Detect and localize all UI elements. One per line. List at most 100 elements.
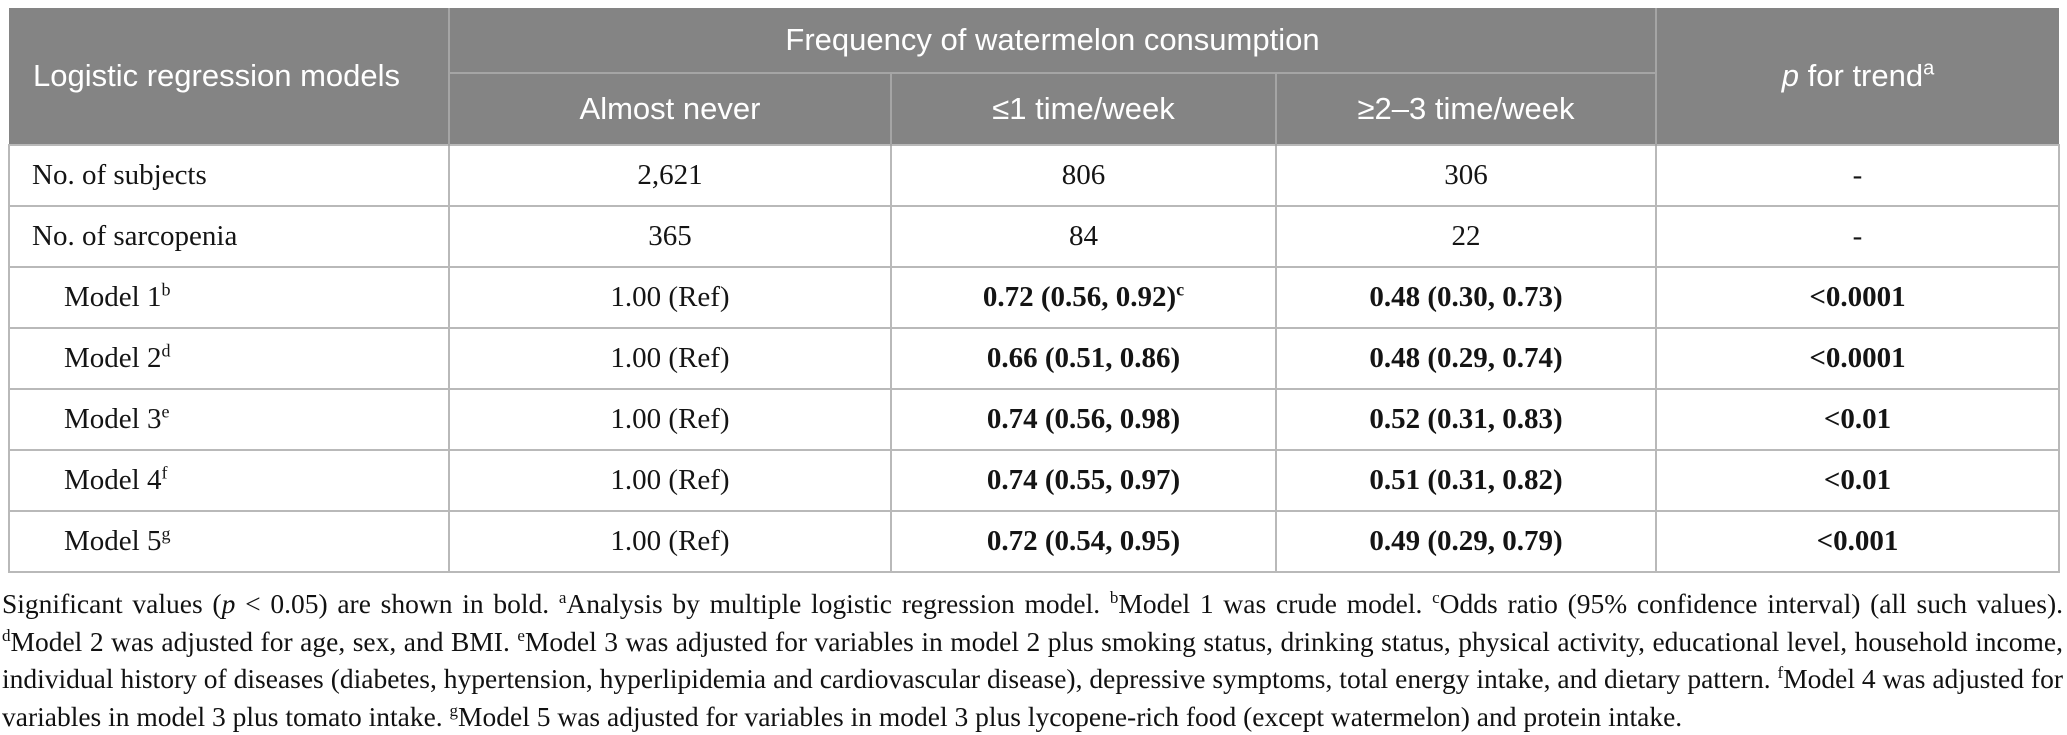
cell-subjects-almost-never: 2,621 <box>448 144 892 207</box>
cell-sarcopenia-almost-never: 365 <box>448 205 892 268</box>
header-almost-never: Almost never <box>449 73 892 145</box>
cell-model5-ge23: 0.49 (0.29, 0.79) <box>1274 510 1658 573</box>
cell-model2-le1: 0.66 (0.51, 0.86) <box>890 327 1277 390</box>
cell-model4-ptrend: <0.01 <box>1655 449 2061 512</box>
header-frequency-group: Frequency of watermelon consumption <box>449 8 1658 74</box>
table-row-model-1: Model 1b 1.00 (Ref) 0.72 (0.56, 0.92)c 0… <box>8 266 2061 329</box>
header-ge2-3-time-week-label: ≥2–3 time/week <box>1357 91 1575 126</box>
table-row-no-of-sarcopenia: No. of sarcopenia 365 84 22 - <box>8 205 2061 268</box>
table-row-model-4: Model 4f 1.00 (Ref) 0.74 (0.55, 0.97) 0.… <box>8 449 2061 512</box>
header-frequency-label: Frequency of watermelon consumption <box>785 22 1320 57</box>
row-label-model-2: Model 2d <box>8 327 450 390</box>
p-italic: p <box>1781 58 1800 93</box>
row-label-superscript: g <box>161 523 171 544</box>
row-label-no-of-subjects: No. of subjects <box>8 144 450 207</box>
row-label-model-3: Model 3e <box>8 388 450 451</box>
p-trend-label: for trend <box>1799 58 1924 93</box>
header-p-for-trend: p for trenda <box>1656 8 2060 145</box>
row-label-superscript: b <box>161 279 171 300</box>
cell-value: 1.00 (Ref) <box>610 464 730 496</box>
cell-model3-ptrend: <0.01 <box>1655 388 2061 451</box>
cell-model2-ge23: 0.48 (0.29, 0.74) <box>1274 327 1658 390</box>
table-row-model-5: Model 5g 1.00 (Ref) 0.72 (0.54, 0.95) 0.… <box>8 510 2061 573</box>
table-row-no-of-subjects: No. of subjects 2,621 806 306 - <box>8 144 2061 207</box>
p-trend-superscript: a <box>1923 57 1935 80</box>
cell-value: - <box>1852 159 1863 191</box>
cell-sarcopenia-ptrend: - <box>1655 205 2061 268</box>
cell-model5-le1: 0.72 (0.54, 0.95) <box>890 510 1277 573</box>
row-label-model-1: Model 1b <box>8 266 450 329</box>
footnote-superscript-a: a <box>558 587 567 607</box>
footnote-text: Significant values ( <box>2 588 222 619</box>
footnote-superscript-b: b <box>1109 587 1119 607</box>
cell-model1-almost-never: 1.00 (Ref) <box>448 266 892 329</box>
footnote-superscript-e: e <box>517 625 525 645</box>
cell-model3-ge23: 0.52 (0.31, 0.83) <box>1274 388 1658 451</box>
cell-subjects-le1: 806 <box>890 144 1277 207</box>
cell-value: 0.49 (0.29, 0.79) <box>1369 525 1563 557</box>
cell-value: <0.01 <box>1823 464 1892 496</box>
header-ge2-3-time-week: ≥2–3 time/week <box>1276 73 1658 145</box>
cell-model1-ge23: 0.48 (0.30, 0.73) <box>1274 266 1658 329</box>
cell-value: 806 <box>1061 159 1106 191</box>
cell-value: 0.48 (0.29, 0.74) <box>1369 342 1563 374</box>
cell-value: 0.72 (0.56, 0.92) <box>982 281 1177 313</box>
cell-model1-le1: 0.72 (0.56, 0.92)c <box>890 266 1277 329</box>
cell-superscript: c <box>1176 279 1185 300</box>
regression-table: Logistic regression models Frequency of … <box>8 8 2061 573</box>
cell-model5-ptrend: <0.001 <box>1655 510 2061 573</box>
table-header: Logistic regression models Frequency of … <box>9 8 2060 145</box>
footnote-text: < 0.05) are shown in bold. <box>235 588 559 619</box>
cell-value: <0.001 <box>1816 525 1899 557</box>
footnote: Significant values (p < 0.05) are shown … <box>2 585 2063 735</box>
footnote-italic-p: p <box>221 588 236 619</box>
cell-value: - <box>1852 220 1863 252</box>
footnote-text: Analysis by multiple logistic regression… <box>566 588 1110 619</box>
cell-value: 0.74 (0.56, 0.98) <box>986 403 1181 435</box>
table-row-model-3: Model 3e 1.00 (Ref) 0.74 (0.56, 0.98) 0.… <box>8 388 2061 451</box>
cell-model4-ge23: 0.51 (0.31, 0.82) <box>1274 449 1658 512</box>
header-almost-never-label: Almost never <box>579 91 761 126</box>
cell-subjects-ge23: 306 <box>1274 144 1658 207</box>
row-label-text: Model 1 <box>64 281 162 313</box>
row-label-text: No. of subjects <box>32 159 207 191</box>
row-label-superscript: e <box>161 401 170 422</box>
cell-value: 365 <box>648 220 692 252</box>
cell-model4-almost-never: 1.00 (Ref) <box>448 449 892 512</box>
cell-model3-almost-never: 1.00 (Ref) <box>448 388 892 451</box>
cell-value: 0.74 (0.55, 0.97) <box>986 464 1181 496</box>
footnote-text: Model 5 was adjusted for variables in mo… <box>458 700 1683 732</box>
row-label-text: No. of sarcopenia <box>32 220 238 252</box>
footnote-text: Model 4 was adjusted for variables in mo… <box>2 663 2063 732</box>
cell-value: 1.00 (Ref) <box>610 525 730 557</box>
cell-value: 0.72 (0.54, 0.95) <box>986 525 1181 557</box>
header-logistic-regression-models: Logistic regression models <box>9 8 450 145</box>
cell-value: <0.0001 <box>1809 342 1906 374</box>
cell-value: <0.01 <box>1823 403 1892 435</box>
row-label-text: Model 4 <box>64 464 162 496</box>
footnote-text: Model 1 was crude model. <box>1118 588 1433 619</box>
row-label-no-of-sarcopenia: No. of sarcopenia <box>8 205 450 268</box>
cell-value: 22 <box>1451 220 1481 252</box>
cell-value: <0.0001 <box>1809 281 1906 313</box>
cell-value: 84 <box>1069 220 1098 252</box>
row-label-text: Model 3 <box>64 403 162 435</box>
cell-subjects-ptrend: - <box>1655 144 2061 207</box>
footnote-superscript-f: f <box>1777 662 1784 682</box>
cell-model2-ptrend: <0.0001 <box>1655 327 2061 390</box>
row-label-model-4: Model 4f <box>8 449 450 512</box>
cell-value: 0.48 (0.30, 0.73) <box>1369 281 1563 313</box>
cell-sarcopenia-ge23: 22 <box>1274 205 1658 268</box>
row-label-text: Model 2 <box>64 342 162 374</box>
header-models-label: Logistic regression models <box>33 58 401 93</box>
row-label-text: Model 5 <box>64 525 162 557</box>
header-le1-time-week: ≤1 time/week <box>891 73 1277 145</box>
row-label-model-5: Model 5g <box>8 510 450 573</box>
footnote-superscript-c: c <box>1432 587 1440 607</box>
row-label-superscript: d <box>161 340 171 361</box>
footnote-superscript-g: g <box>449 700 459 720</box>
cell-value: 306 <box>1444 159 1488 191</box>
cell-model1-ptrend: <0.0001 <box>1655 266 2061 329</box>
cell-model2-almost-never: 1.00 (Ref) <box>448 327 892 390</box>
cell-value: 0.51 (0.31, 0.82) <box>1369 464 1563 496</box>
